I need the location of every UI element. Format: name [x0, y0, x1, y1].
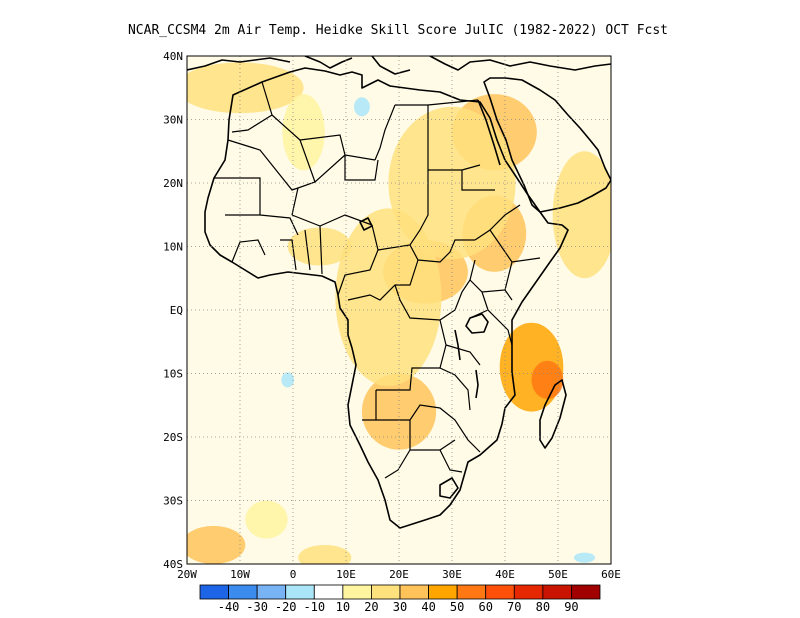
- red-sea-coastline: [477, 99, 501, 166]
- colorbar-label: 40: [421, 600, 435, 614]
- country-borders-south: [362, 390, 481, 479]
- colorbar-labels: -40 -30 -20 -10 10 20 30 40 50 60 70 80 90: [218, 600, 579, 614]
- colorbar-swatch: [342, 584, 372, 600]
- lake-tanganyika: [454, 329, 461, 361]
- country-borders-west: [214, 139, 373, 275]
- skill-patch: [298, 544, 352, 564]
- colorbar-swatch: [199, 584, 229, 600]
- chart-title: NCAR_CCSM4 2m Air Temp. Heidke Skill Sco…: [128, 23, 668, 38]
- skill-patch: [281, 372, 295, 388]
- lat-tick-label: EQ: [170, 304, 183, 317]
- skill-score-shading: [187, 56, 611, 564]
- latitude-tick-labels: 40N 30N 20N 10N EQ 10S 20S 30S 40S: [163, 50, 183, 571]
- longitude-tick-labels: 20W 10W 0 10E 20E 30E 40E 50E 60E: [177, 568, 621, 581]
- skill-patch: [361, 373, 437, 450]
- colorbar-label: -30: [246, 600, 268, 614]
- lat-tick-label: 10S: [163, 368, 183, 381]
- colorbar-label: 50: [450, 600, 464, 614]
- lat-tick-label: 30N: [163, 114, 183, 127]
- lat-tick-label: 30S: [163, 495, 183, 508]
- colorbar-label: 20: [364, 600, 378, 614]
- colorbar-label: 70: [507, 600, 521, 614]
- europe-coastline: [187, 56, 611, 75]
- skill-patch: [353, 97, 370, 117]
- colorbar-swatch: [399, 584, 429, 600]
- skill-patch: [245, 500, 288, 539]
- graticule: [187, 56, 611, 564]
- colorbar-swatch: [313, 584, 344, 600]
- colorbar-label: 90: [564, 600, 578, 614]
- lon-tick-label: 10W: [230, 568, 250, 581]
- skill-patch: [335, 208, 442, 387]
- lon-tick-label: 20W: [177, 568, 197, 581]
- lesotho-border: [439, 477, 459, 499]
- colorbar: -40 -30 -20 -10 10 20 30 40 50 60 70 80 90: [199, 584, 601, 614]
- arabia-coastline: [483, 77, 611, 213]
- lon-tick-label: 10E: [336, 568, 356, 581]
- colorbar-label: -40: [218, 600, 240, 614]
- lat-tick-label: 20N: [163, 177, 183, 190]
- country-borders: [214, 81, 541, 479]
- skill-patch: [187, 525, 246, 564]
- country-borders-central: [337, 170, 481, 411]
- lake-victoria: [465, 313, 489, 334]
- colorbar-swatch: [371, 584, 401, 600]
- plot-frame: [186, 55, 612, 565]
- colorbar-swatch: [285, 584, 315, 600]
- lon-tick-label: 0: [290, 568, 297, 581]
- skill-patch: [282, 94, 325, 171]
- lat-tick-label: 10N: [163, 241, 183, 254]
- skill-patch: [187, 62, 304, 114]
- colorbar-swatch: [571, 584, 601, 600]
- colorbar-label: 30: [393, 600, 407, 614]
- colorbar-swatch: [456, 584, 487, 600]
- lon-tick-label: 30E: [442, 568, 462, 581]
- colorbar-swatch: [542, 584, 572, 600]
- lake-malawi: [475, 369, 479, 399]
- africa-coastline: [204, 67, 569, 529]
- country-borders-north: [231, 81, 495, 216]
- colorbar-swatches: [199, 584, 601, 600]
- colorbar-label: -10: [303, 600, 325, 614]
- skill-patch: [573, 552, 596, 563]
- colorbar-swatch: [228, 584, 258, 600]
- lon-tick-label: 60E: [601, 568, 621, 581]
- colorbar-swatch: [513, 584, 544, 600]
- skill-patch: [531, 360, 564, 399]
- plot-area: [186, 55, 612, 565]
- lat-tick-label: 20S: [163, 431, 183, 444]
- lat-tick-label: 40N: [163, 50, 183, 63]
- colorbar-label: 10: [336, 600, 350, 614]
- colorbar-swatch: [485, 584, 515, 600]
- colorbar-swatch: [428, 584, 458, 600]
- colorbar-swatch: [256, 584, 287, 600]
- lon-tick-label: 20E: [389, 568, 409, 581]
- coastlines: [187, 56, 611, 529]
- colorbar-label: 60: [478, 600, 492, 614]
- colorbar-label: -20: [275, 600, 297, 614]
- country-borders-east: [469, 204, 541, 346]
- lon-tick-label: 40E: [495, 568, 515, 581]
- lat-tick-label: 40S: [163, 558, 183, 571]
- colorbar-label: 80: [536, 600, 550, 614]
- lon-tick-label: 50E: [548, 568, 568, 581]
- madagascar-coastline: [539, 379, 567, 449]
